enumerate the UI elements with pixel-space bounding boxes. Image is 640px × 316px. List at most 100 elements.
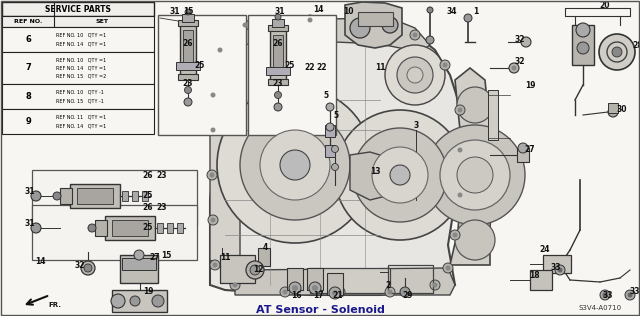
- Circle shape: [31, 191, 41, 201]
- Bar: [120, 255, 158, 283]
- Circle shape: [88, 224, 96, 232]
- Bar: [2, 16, 154, 27]
- Text: 17: 17: [313, 290, 323, 300]
- Circle shape: [608, 107, 618, 117]
- Text: SET: SET: [95, 19, 109, 24]
- Text: SERVICE PARTS: SERVICE PARTS: [45, 4, 111, 14]
- Circle shape: [211, 217, 216, 222]
- Circle shape: [455, 105, 465, 115]
- Circle shape: [207, 170, 217, 180]
- Text: REF NO. 14   QTY =1: REF NO. 14 QTY =1: [56, 123, 106, 128]
- Text: 23: 23: [157, 171, 167, 179]
- Text: AT Sensor - Solenoid: AT Sensor - Solenoid: [255, 305, 385, 315]
- Text: 22: 22: [305, 64, 316, 72]
- Bar: [122, 258, 156, 270]
- Bar: [572, 25, 594, 65]
- Text: 31: 31: [170, 8, 180, 16]
- Circle shape: [385, 287, 395, 297]
- Circle shape: [458, 148, 463, 153]
- Circle shape: [217, 87, 373, 243]
- Circle shape: [612, 47, 622, 57]
- Text: REF NO. 10   QTY =1: REF NO. 10 QTY =1: [56, 33, 106, 38]
- Bar: [158, 15, 246, 135]
- Text: 21: 21: [333, 290, 343, 300]
- Circle shape: [215, 45, 225, 55]
- Text: 14: 14: [35, 258, 45, 266]
- Circle shape: [455, 190, 465, 200]
- Text: 16: 16: [291, 290, 301, 300]
- Circle shape: [400, 287, 410, 297]
- Circle shape: [280, 287, 290, 297]
- Circle shape: [243, 22, 248, 27]
- Bar: [268, 25, 288, 31]
- Circle shape: [433, 283, 438, 288]
- Bar: [565, 8, 630, 16]
- Circle shape: [509, 63, 519, 73]
- Text: 10: 10: [343, 8, 353, 16]
- Polygon shape: [450, 68, 492, 265]
- Circle shape: [387, 289, 392, 295]
- Circle shape: [627, 293, 632, 297]
- Text: REF NO. 10   QTY -1: REF NO. 10 QTY -1: [56, 90, 104, 95]
- Circle shape: [372, 147, 428, 203]
- Circle shape: [443, 263, 453, 273]
- Text: 25: 25: [195, 60, 205, 70]
- Text: 33: 33: [551, 264, 561, 272]
- Text: 31: 31: [275, 8, 285, 16]
- Circle shape: [184, 87, 191, 94]
- Bar: [488, 90, 498, 140]
- Circle shape: [337, 289, 342, 295]
- Circle shape: [407, 67, 423, 83]
- Circle shape: [84, 264, 92, 272]
- Circle shape: [450, 230, 460, 240]
- Circle shape: [577, 42, 589, 54]
- Circle shape: [250, 265, 260, 275]
- Circle shape: [326, 123, 334, 131]
- Text: 27: 27: [150, 253, 160, 263]
- Text: 28: 28: [633, 40, 640, 50]
- Text: 26: 26: [143, 204, 153, 212]
- Text: 14: 14: [313, 5, 323, 15]
- Circle shape: [282, 289, 287, 295]
- Bar: [327, 273, 343, 295]
- Circle shape: [440, 60, 450, 70]
- Bar: [272, 19, 284, 27]
- Circle shape: [425, 125, 525, 225]
- Text: 26: 26: [273, 40, 284, 48]
- Text: 26: 26: [143, 171, 153, 179]
- Circle shape: [599, 34, 635, 70]
- Text: 25: 25: [143, 191, 153, 199]
- Circle shape: [280, 150, 310, 180]
- Circle shape: [457, 87, 493, 123]
- Text: 19: 19: [525, 81, 535, 89]
- Circle shape: [335, 110, 465, 240]
- Circle shape: [602, 293, 607, 297]
- Text: 25: 25: [285, 60, 295, 70]
- Circle shape: [134, 250, 144, 260]
- Text: 11: 11: [375, 64, 385, 72]
- Bar: [266, 67, 290, 75]
- Bar: [132, 191, 138, 201]
- Circle shape: [445, 265, 451, 270]
- Text: 15: 15: [183, 8, 193, 16]
- Circle shape: [312, 285, 318, 291]
- Bar: [178, 74, 198, 80]
- Circle shape: [390, 165, 410, 185]
- Circle shape: [430, 280, 440, 290]
- Text: REF NO. 15   QTY -1: REF NO. 15 QTY -1: [56, 98, 104, 103]
- Bar: [530, 270, 552, 290]
- Bar: [258, 248, 270, 266]
- Bar: [180, 22, 196, 78]
- Circle shape: [211, 93, 216, 98]
- Bar: [307, 268, 323, 290]
- Circle shape: [410, 30, 420, 40]
- Circle shape: [309, 282, 321, 294]
- Text: 33: 33: [630, 288, 640, 296]
- Circle shape: [305, 15, 315, 25]
- Text: 34: 34: [447, 8, 457, 16]
- Circle shape: [307, 17, 312, 22]
- Circle shape: [53, 192, 61, 200]
- Circle shape: [600, 290, 610, 300]
- Circle shape: [31, 223, 41, 233]
- Bar: [517, 148, 529, 162]
